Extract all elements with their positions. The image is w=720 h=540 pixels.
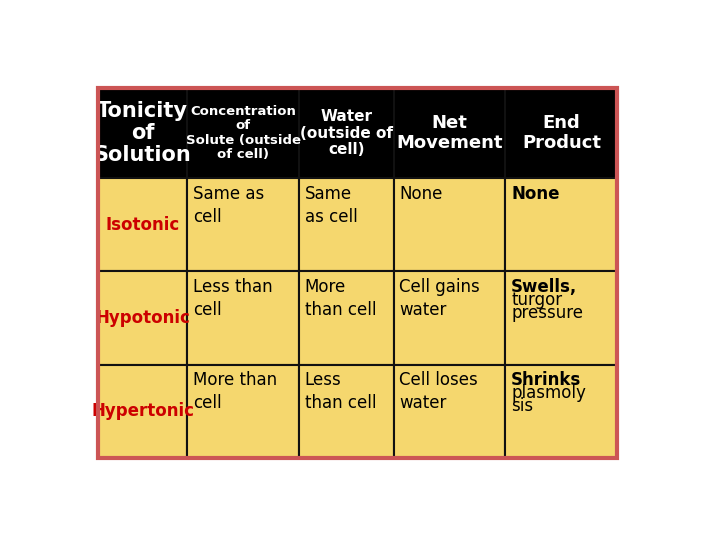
Bar	[99, 272, 187, 364]
Bar	[394, 178, 505, 272]
Bar	[505, 272, 617, 364]
Text: Less
than cell: Less than cell	[305, 371, 376, 413]
Text: End
Product: End Product	[522, 114, 601, 152]
Text: Cell gains
water: Cell gains water	[400, 278, 480, 319]
Text: Swells,: Swells,	[511, 278, 577, 296]
Bar	[299, 178, 394, 272]
Bar	[299, 272, 394, 364]
Text: Concentration
of
Solute (outside
of cell): Concentration of Solute (outside of cell…	[186, 105, 301, 161]
Bar	[187, 87, 299, 178]
Bar	[99, 178, 187, 272]
Text: pressure: pressure	[511, 303, 583, 322]
Bar	[505, 364, 617, 458]
Text: None: None	[400, 185, 443, 202]
Bar	[299, 87, 394, 178]
Bar	[99, 87, 617, 458]
Bar	[505, 87, 617, 178]
Bar	[99, 364, 187, 458]
Text: More
than cell: More than cell	[305, 278, 376, 319]
Bar	[394, 364, 505, 458]
Bar	[394, 272, 505, 364]
Text: Water
(outside of
cell): Water (outside of cell)	[300, 109, 393, 157]
Text: plasmoly: plasmoly	[511, 384, 586, 402]
Bar	[187, 178, 299, 272]
Text: Same
as cell: Same as cell	[305, 185, 357, 226]
Text: None: None	[511, 185, 559, 202]
Text: Net
Movement: Net Movement	[396, 114, 503, 152]
Text: Hypotonic: Hypotonic	[95, 309, 190, 327]
Text: Cell loses
water: Cell loses water	[400, 371, 478, 413]
Bar	[99, 87, 187, 178]
Text: Isotonic: Isotonic	[106, 216, 180, 234]
Text: turgor: turgor	[511, 291, 562, 309]
Text: Hypertonic: Hypertonic	[91, 402, 194, 420]
Bar	[187, 364, 299, 458]
Text: Same as
cell: Same as cell	[193, 185, 264, 226]
Bar	[505, 178, 617, 272]
Text: Shrinks: Shrinks	[511, 371, 581, 389]
Text: Tonicity
of
Solution: Tonicity of Solution	[94, 100, 192, 165]
Text: More than
cell: More than cell	[193, 371, 277, 413]
Text: sis: sis	[511, 397, 534, 415]
Bar	[299, 364, 394, 458]
Bar	[187, 272, 299, 364]
Bar	[394, 87, 505, 178]
Text: Less than
cell: Less than cell	[193, 278, 272, 319]
